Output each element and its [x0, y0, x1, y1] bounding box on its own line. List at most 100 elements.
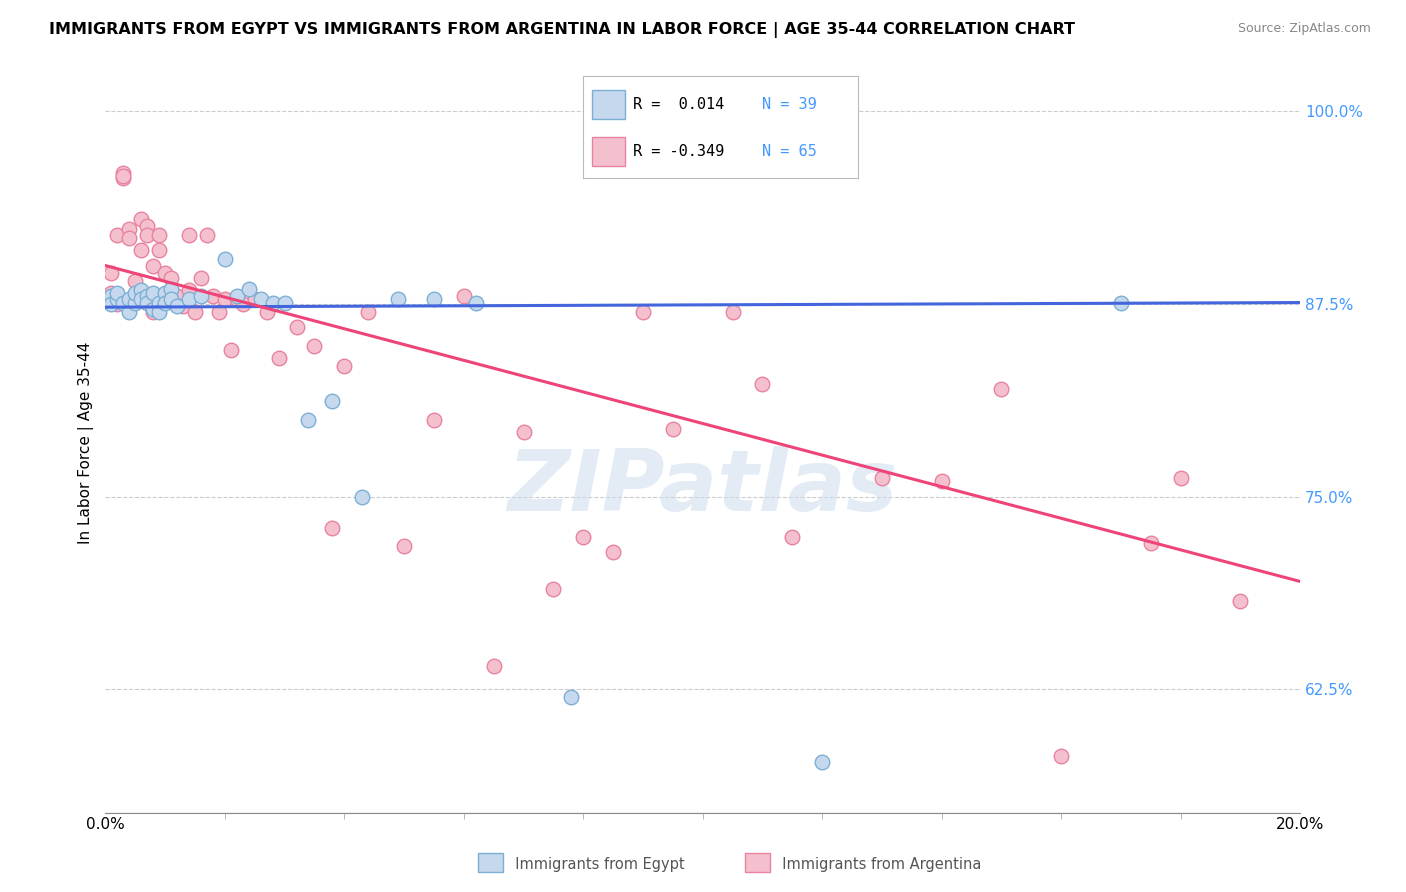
Point: [990, 382, 1012, 396]
Point: [148, 243, 170, 257]
Point: [870, 471, 893, 485]
Text: Immigrants from Egypt: Immigrants from Egypt: [506, 857, 685, 872]
Text: N = 39: N = 39: [762, 97, 817, 112]
Point: [129, 283, 152, 297]
Point: [153, 286, 176, 301]
Point: [751, 377, 773, 392]
Point: [160, 286, 183, 301]
Point: [387, 293, 409, 307]
FancyBboxPatch shape: [592, 90, 624, 119]
Point: [602, 545, 624, 559]
Point: [1109, 295, 1132, 310]
Point: [1229, 594, 1251, 608]
Point: [297, 412, 319, 426]
Point: [148, 227, 170, 242]
Point: [482, 659, 505, 673]
Point: [219, 343, 242, 358]
Point: [262, 295, 284, 310]
Point: [811, 755, 834, 769]
Point: [148, 305, 170, 319]
Point: [100, 289, 122, 303]
Point: [1139, 536, 1161, 550]
Point: [177, 227, 200, 242]
Point: [142, 301, 165, 316]
Text: Source: ZipAtlas.com: Source: ZipAtlas.com: [1237, 22, 1371, 36]
Point: [112, 295, 135, 310]
Point: [195, 227, 218, 242]
Point: [464, 295, 486, 310]
Point: [160, 293, 183, 307]
Text: R = -0.349: R = -0.349: [633, 145, 724, 160]
Point: [112, 170, 135, 185]
Point: [285, 320, 308, 334]
Point: [931, 475, 953, 489]
Point: [304, 339, 326, 353]
Point: [142, 305, 165, 319]
Point: [124, 286, 146, 301]
Point: [512, 425, 534, 439]
Point: [166, 299, 188, 313]
Point: [392, 539, 415, 553]
Point: [267, 351, 290, 365]
Point: [225, 289, 247, 303]
Point: [160, 282, 183, 296]
Point: [190, 271, 212, 285]
Point: [118, 293, 141, 307]
Point: [105, 293, 128, 307]
Point: [124, 293, 146, 307]
Point: [105, 227, 128, 242]
Point: [177, 283, 200, 297]
Text: R =  0.014: R = 0.014: [633, 97, 724, 112]
Point: [256, 305, 278, 319]
Point: [136, 295, 159, 310]
Point: [662, 422, 685, 436]
Point: [352, 490, 374, 504]
Y-axis label: In Labor Force | Age 35-44: In Labor Force | Age 35-44: [79, 342, 94, 544]
Point: [225, 293, 247, 307]
Point: [136, 219, 159, 233]
Point: [273, 295, 295, 310]
Point: [357, 305, 380, 319]
Point: [214, 252, 236, 267]
Point: [118, 305, 141, 319]
Point: [782, 530, 804, 544]
Point: [148, 295, 170, 310]
Point: [1170, 471, 1192, 485]
Text: ZIPatlas: ZIPatlas: [508, 446, 898, 529]
Point: [572, 530, 595, 544]
Point: [129, 212, 152, 227]
Point: [100, 266, 122, 280]
Point: [124, 274, 146, 288]
Point: [160, 271, 183, 285]
Point: [423, 293, 446, 307]
Point: [1050, 748, 1073, 763]
Point: [208, 305, 231, 319]
Point: [100, 297, 122, 311]
Point: [118, 231, 141, 245]
Point: [190, 289, 212, 303]
Point: [172, 299, 194, 313]
Point: [243, 293, 266, 307]
Point: [124, 295, 146, 310]
Text: Immigrants from Argentina: Immigrants from Argentina: [773, 857, 981, 872]
Point: [153, 295, 176, 310]
Point: [232, 297, 254, 311]
Point: [543, 582, 565, 596]
Point: [105, 286, 128, 301]
Point: [129, 243, 152, 257]
Point: [238, 282, 260, 296]
Point: [321, 520, 343, 534]
Point: [201, 289, 224, 303]
Text: IMMIGRANTS FROM EGYPT VS IMMIGRANTS FROM ARGENTINA IN LABOR FORCE | AGE 35-44 CO: IMMIGRANTS FROM EGYPT VS IMMIGRANTS FROM…: [49, 22, 1076, 38]
Point: [105, 297, 128, 311]
Point: [721, 305, 744, 319]
Point: [333, 359, 356, 373]
Point: [142, 259, 165, 273]
Point: [631, 305, 654, 319]
Point: [560, 690, 582, 704]
Point: [142, 286, 165, 301]
Point: [100, 286, 122, 301]
Point: [321, 394, 343, 409]
Point: [136, 289, 159, 303]
Point: [184, 305, 207, 319]
